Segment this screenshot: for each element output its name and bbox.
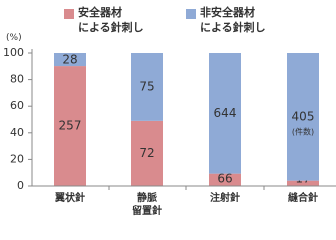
y-axis-label: (%) — [6, 33, 22, 43]
plot: 0204060801002572872756664417405(件数) — [3, 9, 336, 192]
value-label: 75 — [139, 79, 154, 93]
x-tick-label: 縫合針 — [288, 193, 318, 204]
bar-segment — [54, 53, 86, 67]
y-tick-label: 40 — [10, 126, 24, 139]
y-tick-label: 0 — [17, 179, 24, 192]
x-tick-label: 静脈 留置針 — [132, 193, 162, 217]
value-label: 644 — [214, 106, 237, 120]
bar-segment — [131, 120, 163, 186]
y-tick-label: 100 — [3, 46, 24, 59]
value-label: 257 — [59, 119, 82, 133]
annotation: (件数) — [292, 126, 314, 136]
value-label: 66 — [217, 172, 232, 186]
y-tick-label: 80 — [10, 73, 24, 86]
legend-swatch — [64, 9, 74, 19]
value-label: 72 — [139, 146, 154, 160]
bar-segment — [209, 53, 241, 174]
bar-segment — [287, 180, 319, 186]
chart: 0204060801002572872756664417405(件数) (%) … — [3, 6, 336, 217]
x-tick-label: 注射針 — [210, 193, 240, 204]
value-label: 28 — [62, 53, 77, 67]
legend-label: 非安全器材 による針刺し — [200, 6, 266, 34]
bar-segment — [131, 53, 163, 121]
y-tick-label: 60 — [10, 99, 24, 112]
legend-swatch — [186, 9, 196, 19]
value-label: 405 — [292, 109, 315, 123]
legend-label: 安全器材 による針刺し — [78, 6, 144, 34]
y-tick-label: 20 — [10, 152, 24, 165]
bar-segment — [287, 53, 319, 181]
bar-segment — [209, 173, 241, 186]
bar-segment — [54, 66, 86, 186]
x-tick-label: 翼状針 — [55, 193, 85, 204]
